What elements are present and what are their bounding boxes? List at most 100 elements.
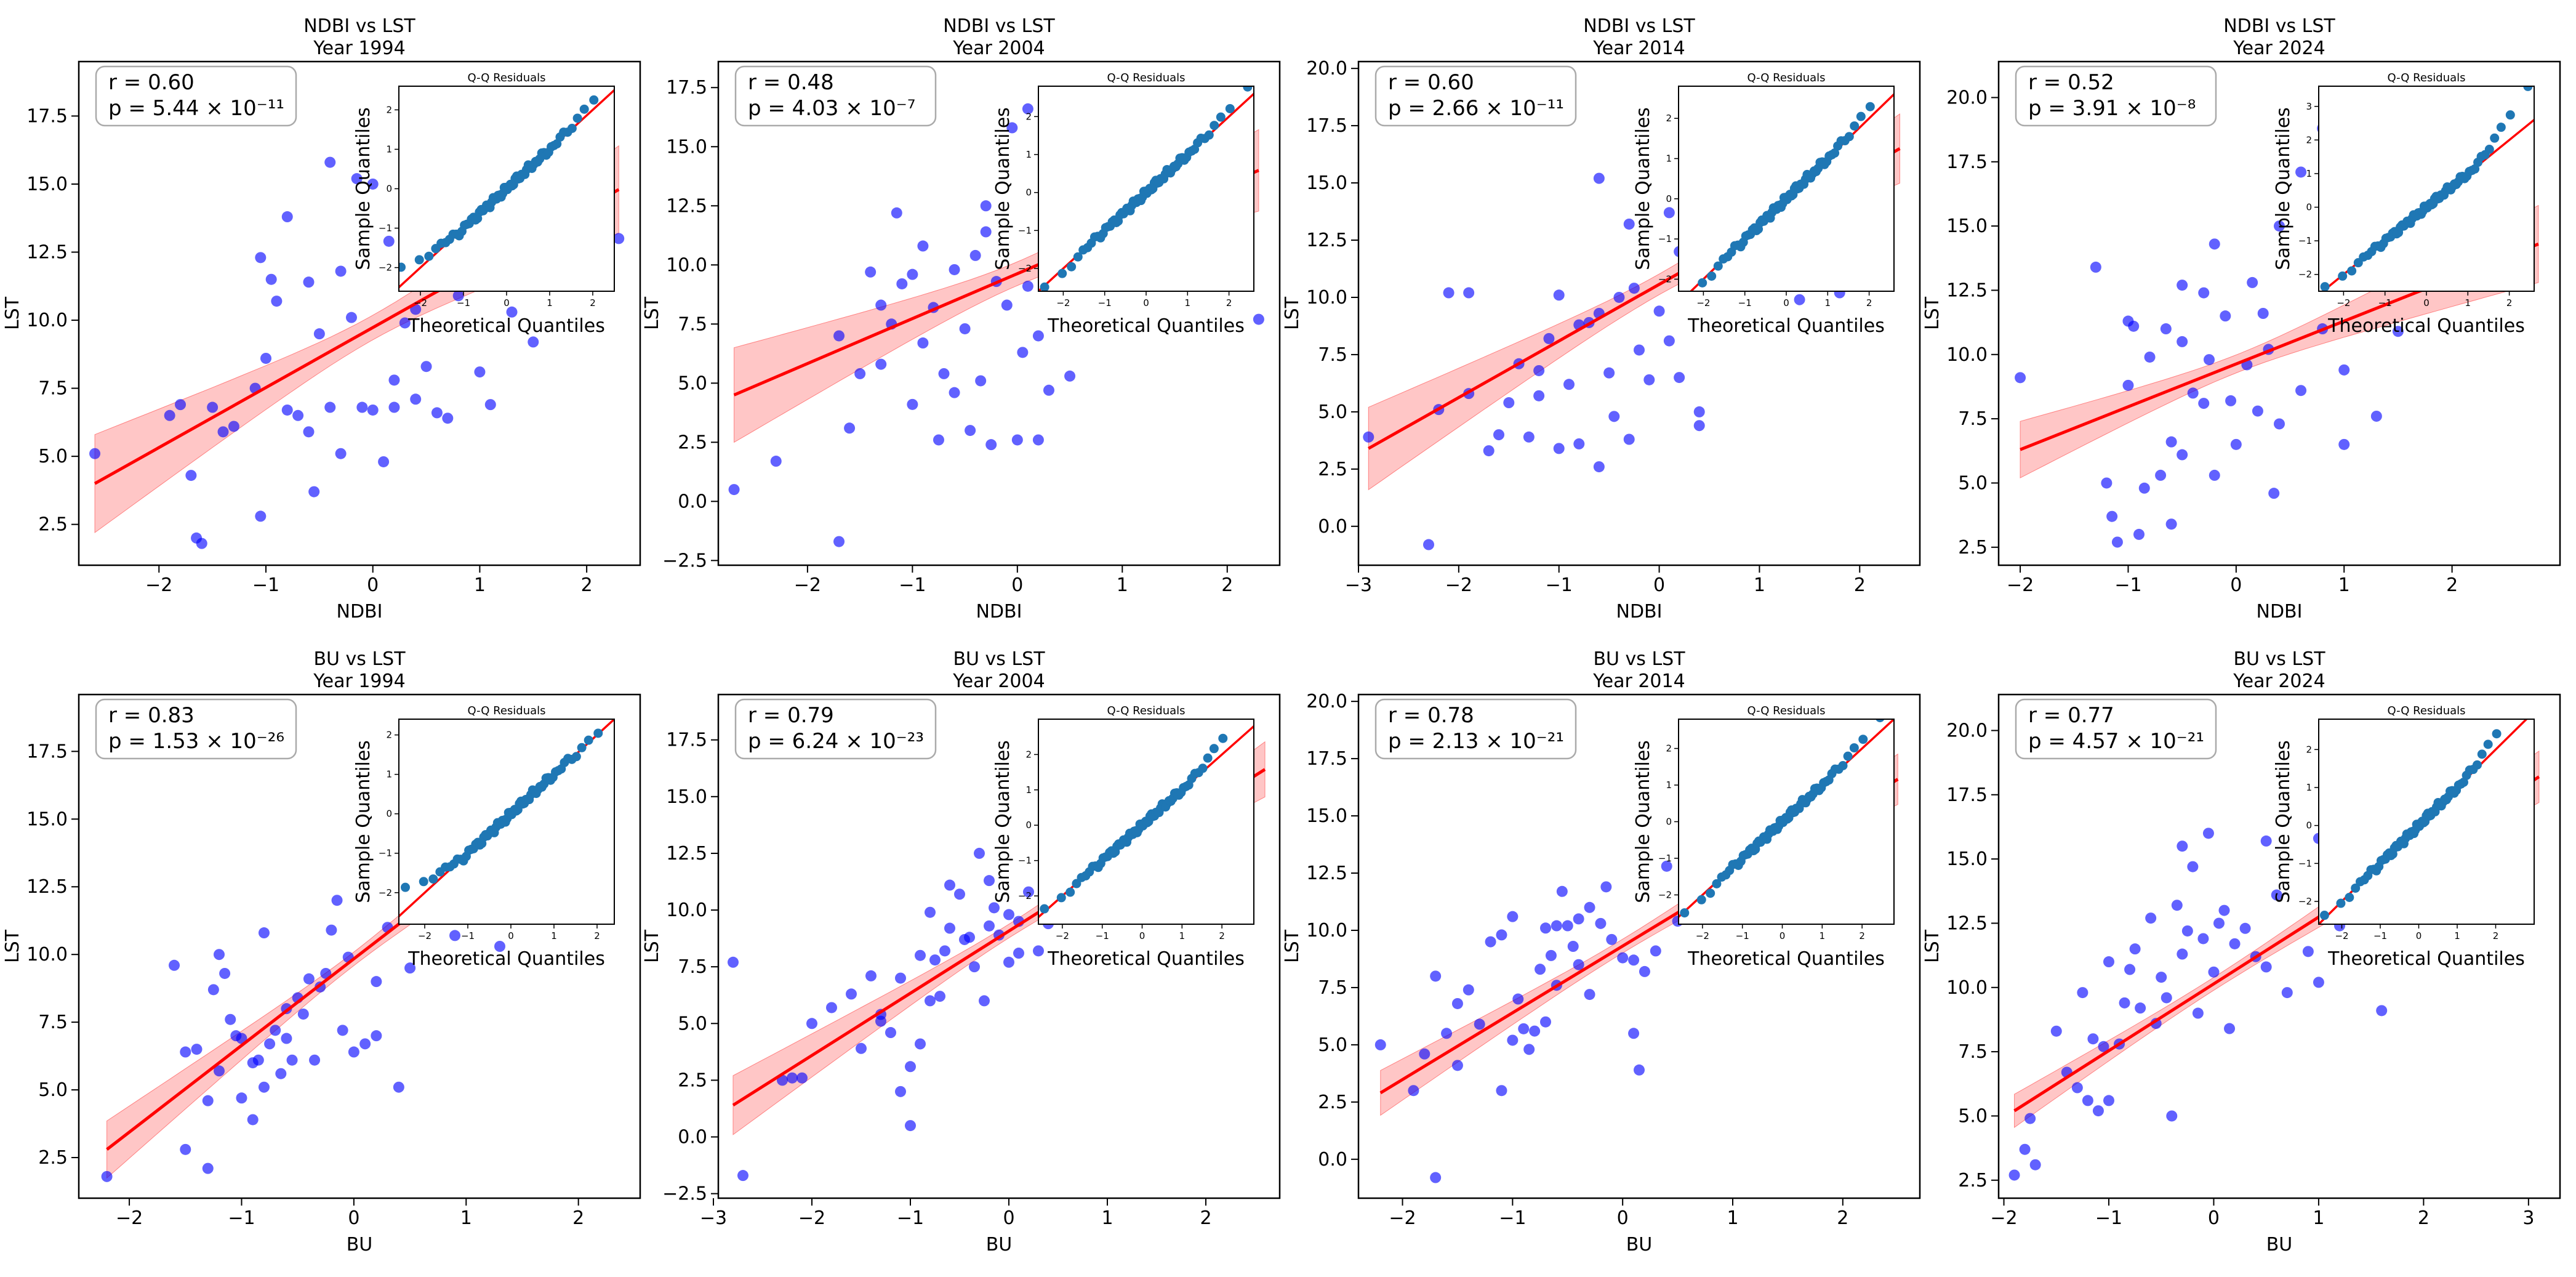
scatter-point (388, 401, 400, 413)
qq-point (428, 874, 438, 884)
scatter-point (286, 1054, 298, 1066)
scatter-point (2268, 488, 2280, 499)
scatter-point (2187, 861, 2199, 872)
chart-title: BU vs LST (313, 648, 406, 670)
scatter-point (1573, 913, 1584, 925)
scatter-point (324, 401, 336, 413)
scatter-point (2015, 372, 2026, 384)
qq-point (1713, 261, 1723, 271)
scatter-point (255, 510, 267, 522)
stats-box: r = 0.48p = 4.03 × 10⁻⁷ (734, 65, 937, 127)
y-tick-label: 2.5 (678, 432, 707, 453)
qq-point (1706, 888, 1715, 898)
x-tick-label: −2 (1445, 574, 1472, 596)
scatter-point (281, 1033, 292, 1044)
scatter-point (2209, 238, 2220, 250)
qq-point (593, 728, 603, 738)
scatter-point (2135, 1002, 2146, 1014)
scatter-point (613, 233, 625, 244)
qq-y-tick-label: 1 (1666, 779, 1672, 791)
qq-x-tick-label: 1 (1185, 297, 1191, 308)
qq-x-tick-label: 0 (1139, 930, 1146, 941)
qq-point (1040, 904, 1049, 914)
scatter-point (1022, 103, 1033, 115)
scatter-point (2224, 1023, 2236, 1034)
scatter-point (1593, 172, 1605, 184)
y-tick-label: 17.5 (666, 730, 707, 751)
qq-y-tick-label: 1 (1025, 784, 1032, 796)
scatter-point (907, 268, 918, 280)
y-tick-label: 17.5 (666, 77, 707, 99)
qq-point (1707, 271, 1717, 281)
x-tick-label: −3 (700, 1207, 727, 1229)
scatter-point (345, 312, 357, 323)
qq-frame (1038, 719, 1254, 925)
qq-point (1243, 86, 1253, 92)
scatter-point (351, 173, 363, 185)
scatter-point (2156, 972, 2167, 983)
qq-inset: −2 −1 0 1 2 −2 −1 0 1 2 Q-Q Residuals Theoretical Q… (992, 71, 1254, 337)
scatter-point (1543, 332, 1555, 344)
qq-point (589, 95, 599, 105)
scatter-point (737, 1170, 748, 1182)
scatter-point (101, 1170, 113, 1182)
qq-point (1849, 743, 1859, 753)
scatter-point (258, 927, 270, 939)
scatter-point (2165, 518, 2177, 530)
stats-box-frame (2015, 65, 2217, 127)
qq-x-tick-label: 1 (1179, 930, 1186, 941)
subplot-bu-3: −2 −1 0 1 2 3 2.5 5.0 7.5 10.0 12.5 15.0 17.5 20.0 BU L… (1922, 648, 2561, 1255)
qq-y-tick-label: −2 (1658, 273, 1672, 284)
scatter-point (420, 361, 432, 373)
x-tick-label: −1 (228, 1207, 255, 1229)
scatter-point (2209, 469, 2220, 481)
qq-y-axis-label: Sample Quantiles (992, 740, 1014, 903)
y-tick-label: 2.5 (1318, 1092, 1347, 1113)
scatter-point (270, 1025, 281, 1036)
y-tick-label: 20.0 (1946, 87, 1988, 108)
scatter-point (383, 235, 395, 247)
scatter-point (865, 970, 877, 981)
scatter-point (2257, 308, 2269, 319)
scatter-point (1430, 970, 1442, 982)
scatter-point (2090, 261, 2101, 273)
scatter-point (1535, 964, 1546, 975)
stats-p: p = 2.13 × 10⁻²¹ (1388, 729, 1564, 754)
scatter-point (2160, 323, 2172, 335)
qq-point (567, 123, 577, 133)
qq-point (1203, 753, 1213, 763)
qq-x-tick-label: 1 (2465, 297, 2471, 308)
qq-point (1858, 735, 1868, 744)
qq-point (1056, 893, 1066, 903)
axes-frame (78, 60, 641, 566)
qq-y-tick-label: 1 (386, 143, 392, 155)
y-tick-label: 20.0 (1946, 720, 1988, 741)
qq-y-tick-label: −1 (379, 223, 392, 234)
stats-box-frame (95, 65, 297, 127)
x-tick-label: 0 (1653, 574, 1665, 596)
qq-x-tick-label: 1 (547, 297, 553, 308)
scatter-point (2313, 977, 2324, 988)
y-tick-label: 2.5 (38, 1147, 68, 1169)
qq-point (401, 882, 411, 892)
stats-box-frame (95, 698, 297, 760)
scatter-point (979, 995, 990, 1007)
axes-frame (1997, 60, 2561, 566)
chart-title: NDBI vs LST (2223, 15, 2335, 37)
scatter-point (308, 486, 320, 498)
y-tick-label: 12.5 (1306, 863, 1347, 884)
qq-point (399, 262, 406, 272)
stats-r: r = 0.60 (108, 70, 195, 95)
scatter-point (2230, 438, 2242, 450)
scatter-point (2165, 436, 2177, 448)
scatter-point (275, 1068, 287, 1079)
scatter-point (528, 336, 539, 348)
x-tick-label: 1 (1101, 1207, 1113, 1229)
x-tick-label: −1 (1546, 574, 1573, 596)
scatter-point (2295, 385, 2307, 397)
scatter-point (2077, 987, 2088, 999)
qq-y-tick-label: −1 (2298, 235, 2312, 246)
scatter-point (1533, 390, 1545, 401)
scatter-point (260, 352, 271, 364)
qq-y-tick-label: 2 (2306, 134, 2312, 145)
